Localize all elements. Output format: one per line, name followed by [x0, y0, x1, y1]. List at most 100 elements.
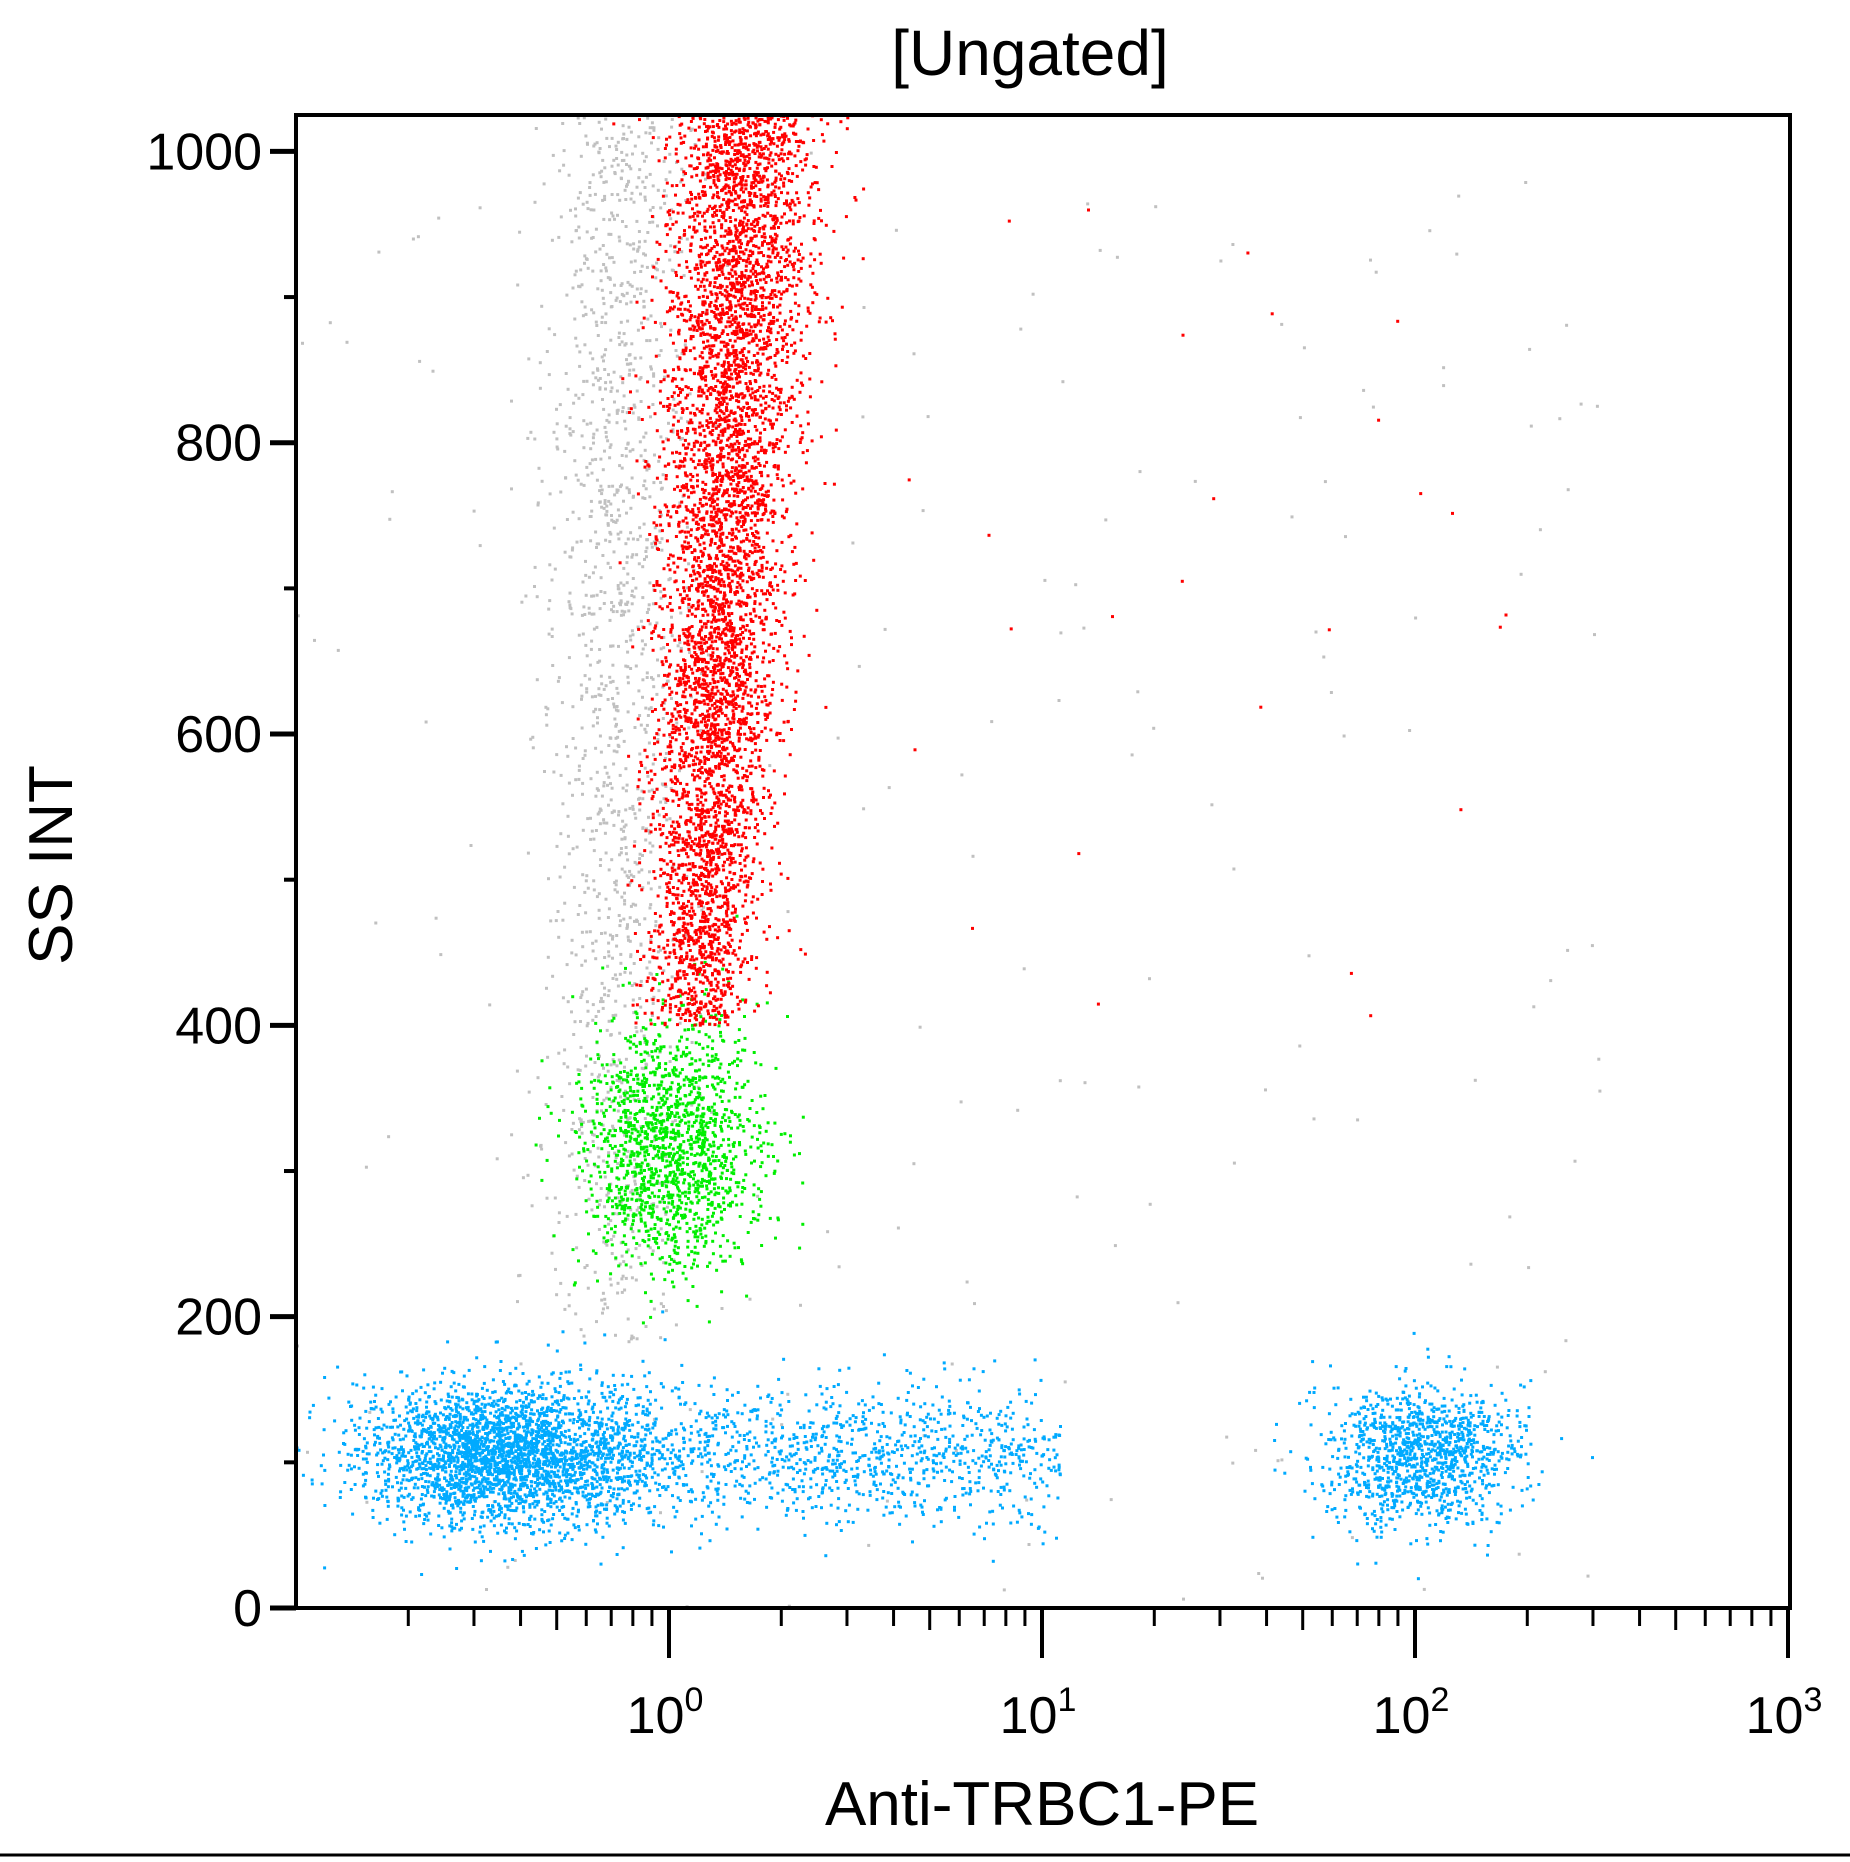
data-point-blue: [609, 1494, 613, 1498]
data-point-gray: [589, 837, 593, 841]
data-point-blue: [497, 1503, 501, 1507]
data-point-blue: [507, 1445, 511, 1448]
data-point-blue: [752, 1445, 755, 1449]
data-point-blue: [608, 1499, 612, 1503]
data-point-blue: [591, 1445, 594, 1449]
data-point-blue: [439, 1411, 442, 1415]
data-point-blue: [794, 1508, 798, 1512]
data-point-gray: [642, 1034, 646, 1038]
data-point-blue: [681, 1381, 685, 1384]
data-point-blue: [533, 1517, 537, 1521]
data-point-blue: [541, 1436, 544, 1440]
data-point-blue: [888, 1511, 892, 1515]
data-point-blue: [565, 1468, 569, 1472]
data-point-blue: [595, 1420, 599, 1424]
data-point-blue: [372, 1407, 376, 1411]
data-point-gray: [622, 829, 625, 833]
data-point-gray: [595, 593, 599, 597]
data-point-blue: [549, 1505, 553, 1509]
data-point-gray: [629, 300, 633, 304]
data-point-gray: [656, 147, 660, 151]
data-point-blue: [636, 1420, 640, 1424]
data-point-blue: [640, 1458, 644, 1462]
data-point-blue: [462, 1472, 466, 1476]
data-point-blue: [498, 1419, 502, 1423]
data-point-gray: [550, 578, 554, 582]
data-point-blue: [725, 1388, 729, 1392]
data-point-gray: [610, 136, 614, 140]
data-point-blue: [606, 1456, 610, 1460]
data-point-blue: [874, 1446, 878, 1450]
data-point-gray: [680, 167, 684, 171]
data-point-blue: [738, 1433, 742, 1437]
data-point-gray: [628, 449, 632, 453]
data-point-gray: [579, 539, 583, 543]
data-point-blue: [465, 1489, 469, 1493]
data-point-gray: [644, 253, 647, 257]
data-point-blue: [467, 1435, 471, 1439]
data-point-blue: [587, 1419, 591, 1423]
data-point-gray: [612, 1234, 616, 1238]
data-point-blue: [367, 1452, 371, 1456]
data-point-blue: [438, 1434, 442, 1438]
data-point-blue: [570, 1465, 574, 1469]
data-point-blue: [451, 1503, 455, 1507]
data-point-blue: [455, 1409, 459, 1413]
data-point-gray: [621, 381, 625, 385]
data-point-gray: [664, 178, 668, 182]
data-point-gray: [659, 590, 663, 594]
data-point-blue: [791, 1488, 795, 1491]
data-point-blue: [982, 1415, 986, 1419]
data-point-gray: [615, 934, 619, 937]
data-point-gray: [1063, 1380, 1067, 1384]
data-point-gray: [614, 520, 618, 524]
data-point-gray: [679, 180, 683, 184]
data-point-blue: [549, 1475, 553, 1479]
data-point-blue: [575, 1514, 579, 1518]
data-point-blue: [486, 1482, 490, 1486]
data-point-blue: [417, 1443, 421, 1447]
data-point-blue: [590, 1432, 594, 1436]
data-point-gray: [610, 601, 614, 604]
data-point-blue: [602, 1436, 606, 1440]
data-point-blue: [420, 1429, 424, 1433]
data-point-gray: [526, 1173, 530, 1177]
data-point-blue: [484, 1440, 488, 1444]
data-point-blue: [426, 1518, 430, 1522]
data-point-gray: [594, 457, 598, 461]
data-point-blue: [537, 1464, 541, 1468]
data-point-blue: [800, 1479, 804, 1483]
data-point-blue: [838, 1368, 842, 1372]
data-point-blue: [645, 1385, 649, 1389]
data-point-blue: [487, 1508, 491, 1511]
data-point-blue: [404, 1514, 408, 1518]
data-point-gray: [627, 1340, 631, 1344]
data-point-blue: [994, 1473, 998, 1477]
data-point-blue: [547, 1431, 551, 1435]
data-point-blue: [615, 1553, 619, 1556]
data-point-blue: [506, 1431, 510, 1435]
data-point-gray: [555, 445, 559, 449]
data-point-gray: [424, 720, 428, 724]
data-point-blue: [404, 1486, 408, 1490]
data-point-blue: [817, 1451, 821, 1455]
data-point-blue: [491, 1378, 495, 1382]
data-point-blue: [636, 1432, 640, 1436]
data-point-blue: [948, 1411, 952, 1415]
data-point-blue: [400, 1454, 404, 1458]
data-point-blue: [509, 1488, 513, 1492]
data-point-blue: [559, 1408, 563, 1411]
data-point-blue: [813, 1456, 817, 1460]
data-point-blue: [613, 1388, 617, 1392]
data-point-blue: [406, 1461, 410, 1465]
data-point-blue: [444, 1497, 448, 1501]
data-point-blue: [670, 1429, 674, 1433]
data-point-blue: [697, 1447, 701, 1451]
data-point-gray: [639, 1125, 643, 1129]
data-point-gray: [1113, 1244, 1117, 1248]
data-point-gray: [640, 1066, 644, 1070]
data-point-gray: [387, 1135, 391, 1139]
data-point-blue: [458, 1434, 461, 1438]
data-point-blue: [448, 1511, 452, 1515]
data-point-blue: [982, 1486, 985, 1490]
